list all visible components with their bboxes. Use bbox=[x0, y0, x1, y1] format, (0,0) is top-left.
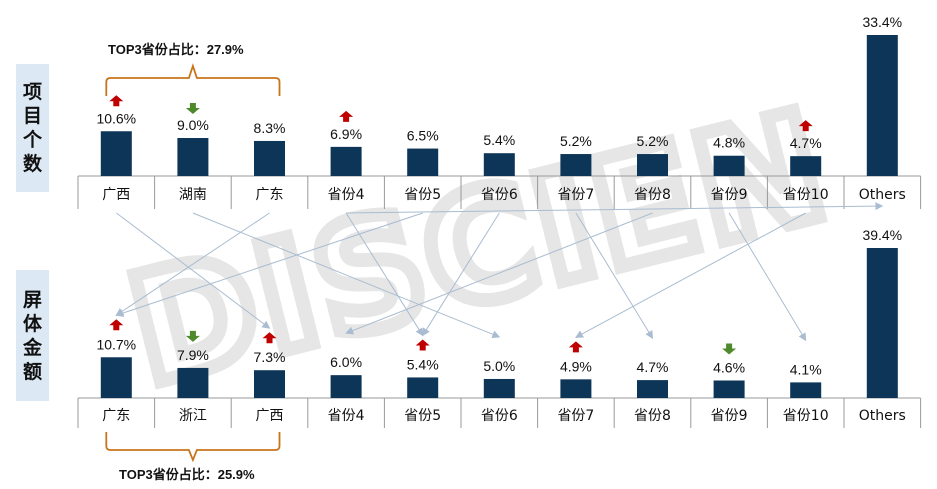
bar bbox=[483, 378, 515, 398]
value-label: 5.4% bbox=[483, 132, 515, 148]
rank-change-link bbox=[345, 212, 424, 337]
bar bbox=[330, 375, 362, 398]
trend-up-icon bbox=[798, 120, 813, 132]
bar bbox=[637, 154, 668, 176]
value-label: 4.7% bbox=[790, 135, 822, 151]
category-label: 湖南 bbox=[179, 187, 207, 203]
category-label: 广东 bbox=[256, 187, 284, 203]
rank-change-link bbox=[728, 212, 807, 342]
rank-change-link bbox=[422, 212, 500, 337]
value-label: 5.4% bbox=[407, 356, 439, 372]
top3-annotation-project-count: TOP3省份占比：27.9% bbox=[108, 42, 244, 57]
rank-change-link bbox=[115, 212, 271, 329]
top3-bracket-bottom bbox=[105, 432, 281, 463]
category-label: 省份10 bbox=[783, 187, 829, 203]
value-label: 5.0% bbox=[483, 358, 515, 374]
category-label: Others bbox=[859, 408, 906, 424]
section-label-project-count: 项目个数 bbox=[16, 64, 49, 192]
category-label: 省份7 bbox=[557, 408, 594, 424]
bar bbox=[100, 357, 132, 398]
bar bbox=[790, 382, 822, 398]
category-label: 省份4 bbox=[328, 187, 365, 203]
rank-change-link bbox=[345, 212, 653, 335]
value-label: 6.5% bbox=[407, 128, 439, 144]
bar bbox=[483, 153, 515, 176]
top3-bracket-top bbox=[105, 63, 281, 96]
value-label: 39.4% bbox=[862, 227, 902, 243]
value-label: 33.4% bbox=[862, 14, 902, 30]
rank-change-link bbox=[575, 212, 654, 339]
trend-down-icon bbox=[185, 103, 200, 115]
bar bbox=[790, 156, 822, 176]
bar bbox=[177, 367, 209, 398]
trend-down-icon bbox=[185, 330, 200, 342]
bar bbox=[866, 248, 898, 398]
value-label: 7.3% bbox=[254, 349, 286, 365]
rank-change-link bbox=[346, 202, 884, 214]
category-label: 广东 bbox=[102, 408, 130, 424]
rank-change-link bbox=[115, 212, 423, 317]
value-label: 8.3% bbox=[254, 120, 286, 136]
trend-up-icon bbox=[109, 95, 124, 107]
category-label: 广西 bbox=[102, 187, 130, 203]
bar bbox=[254, 370, 285, 398]
bar bbox=[330, 146, 362, 176]
value-label: 6.0% bbox=[330, 354, 362, 370]
rank-change-link bbox=[192, 212, 501, 339]
bar bbox=[713, 155, 745, 176]
value-label: 4.8% bbox=[713, 135, 745, 151]
category-label: 省份8 bbox=[634, 187, 671, 203]
bar bbox=[866, 35, 898, 176]
section-label-screen-amount: 屏体金额 bbox=[16, 270, 49, 401]
category-label: Others bbox=[859, 187, 906, 203]
panel-1: 10.7% 广东 7.9% 浙江 7.3% 广西 6.0% 省份4 5.4% 省份5 5.0% 省份6… bbox=[77, 227, 922, 428]
category-label: 省份7 bbox=[557, 187, 594, 203]
bar bbox=[177, 138, 209, 176]
value-label: 6.9% bbox=[330, 126, 362, 142]
value-label: 7.9% bbox=[177, 347, 209, 363]
category-label: 广西 bbox=[256, 408, 284, 424]
rank-change-link bbox=[115, 212, 270, 316]
trend-up-icon bbox=[109, 319, 124, 331]
category-label: 浙江 bbox=[179, 408, 207, 424]
trend-down-icon bbox=[722, 343, 737, 355]
panel-0: 10.6% 广西 9.0% 湖南 8.3% 广东 6.9% 省份4 6.5% 省份5 5.4% 省份6… bbox=[77, 14, 922, 209]
bar bbox=[713, 380, 745, 398]
value-label: 4.9% bbox=[560, 358, 592, 374]
category-label: 省份5 bbox=[404, 408, 441, 424]
bar bbox=[254, 140, 285, 176]
category-label: 省份9 bbox=[711, 408, 748, 424]
category-label: 省份4 bbox=[328, 408, 365, 424]
category-label: 省份5 bbox=[404, 187, 441, 203]
bar bbox=[560, 379, 592, 398]
trend-up-icon bbox=[262, 332, 277, 344]
value-label: 4.1% bbox=[790, 361, 822, 377]
category-label: 省份6 bbox=[481, 408, 518, 424]
value-label: 5.2% bbox=[560, 133, 592, 149]
trend-up-icon bbox=[339, 110, 354, 122]
value-label: 10.6% bbox=[96, 110, 136, 126]
bar bbox=[560, 154, 592, 176]
rank-change-link bbox=[575, 212, 806, 338]
value-label: 4.7% bbox=[637, 359, 669, 375]
trend-up-icon bbox=[415, 339, 430, 351]
category-label: 省份10 bbox=[783, 408, 829, 424]
value-label: 9.0% bbox=[177, 117, 209, 133]
top3-annotation-screen-amount: TOP3省份占比：25.9% bbox=[119, 467, 255, 482]
value-label: 10.7% bbox=[96, 336, 136, 352]
bar bbox=[100, 131, 132, 176]
category-label: 省份6 bbox=[481, 187, 518, 203]
category-label: 省份8 bbox=[634, 408, 671, 424]
bar bbox=[407, 148, 439, 176]
value-label: 5.2% bbox=[637, 133, 669, 149]
bar bbox=[407, 377, 439, 398]
trend-up-icon bbox=[568, 341, 583, 353]
category-label: 省份9 bbox=[711, 187, 748, 203]
bar bbox=[637, 380, 668, 398]
value-label: 4.6% bbox=[713, 359, 745, 375]
